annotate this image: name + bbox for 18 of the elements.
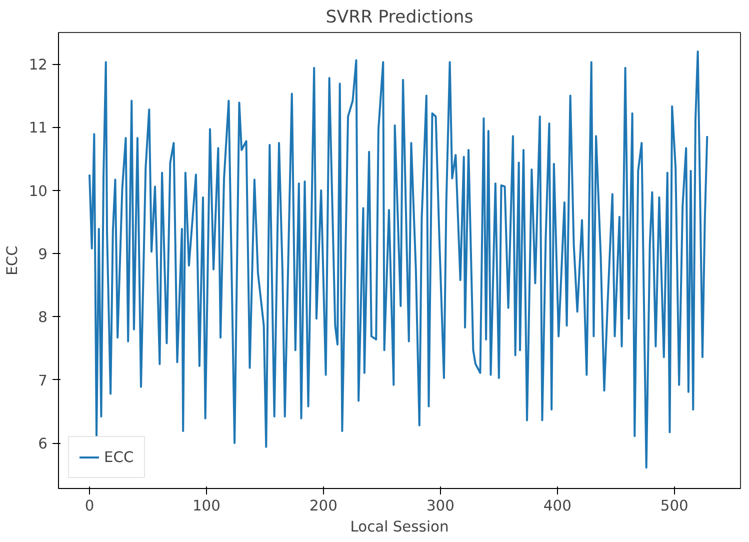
- x-tick-label: 400: [543, 498, 572, 514]
- x-tick-label: 0: [84, 498, 94, 514]
- x-tick-label: 200: [309, 498, 338, 514]
- x-tick-label: 300: [426, 498, 454, 514]
- x-tick-label: 500: [660, 498, 688, 514]
- chart-title: SVRR Predictions: [326, 8, 474, 28]
- y-tick-label: 11: [28, 120, 48, 137]
- y-tick-label: 7: [38, 372, 48, 390]
- y-tick-label: 12: [28, 56, 48, 74]
- y-tick-label: 8: [38, 309, 48, 326]
- x-tick-label: 100: [192, 498, 220, 514]
- line-series: [88, 50, 708, 469]
- x-axis-title: Local Session: [350, 518, 449, 536]
- legend-label: ECC: [104, 448, 134, 466]
- y-tick-label: 9: [38, 246, 48, 264]
- y-axis-title: ECC: [4, 246, 21, 276]
- y-tick-label: 10: [28, 182, 48, 200]
- y-tick-label: 6: [38, 436, 48, 453]
